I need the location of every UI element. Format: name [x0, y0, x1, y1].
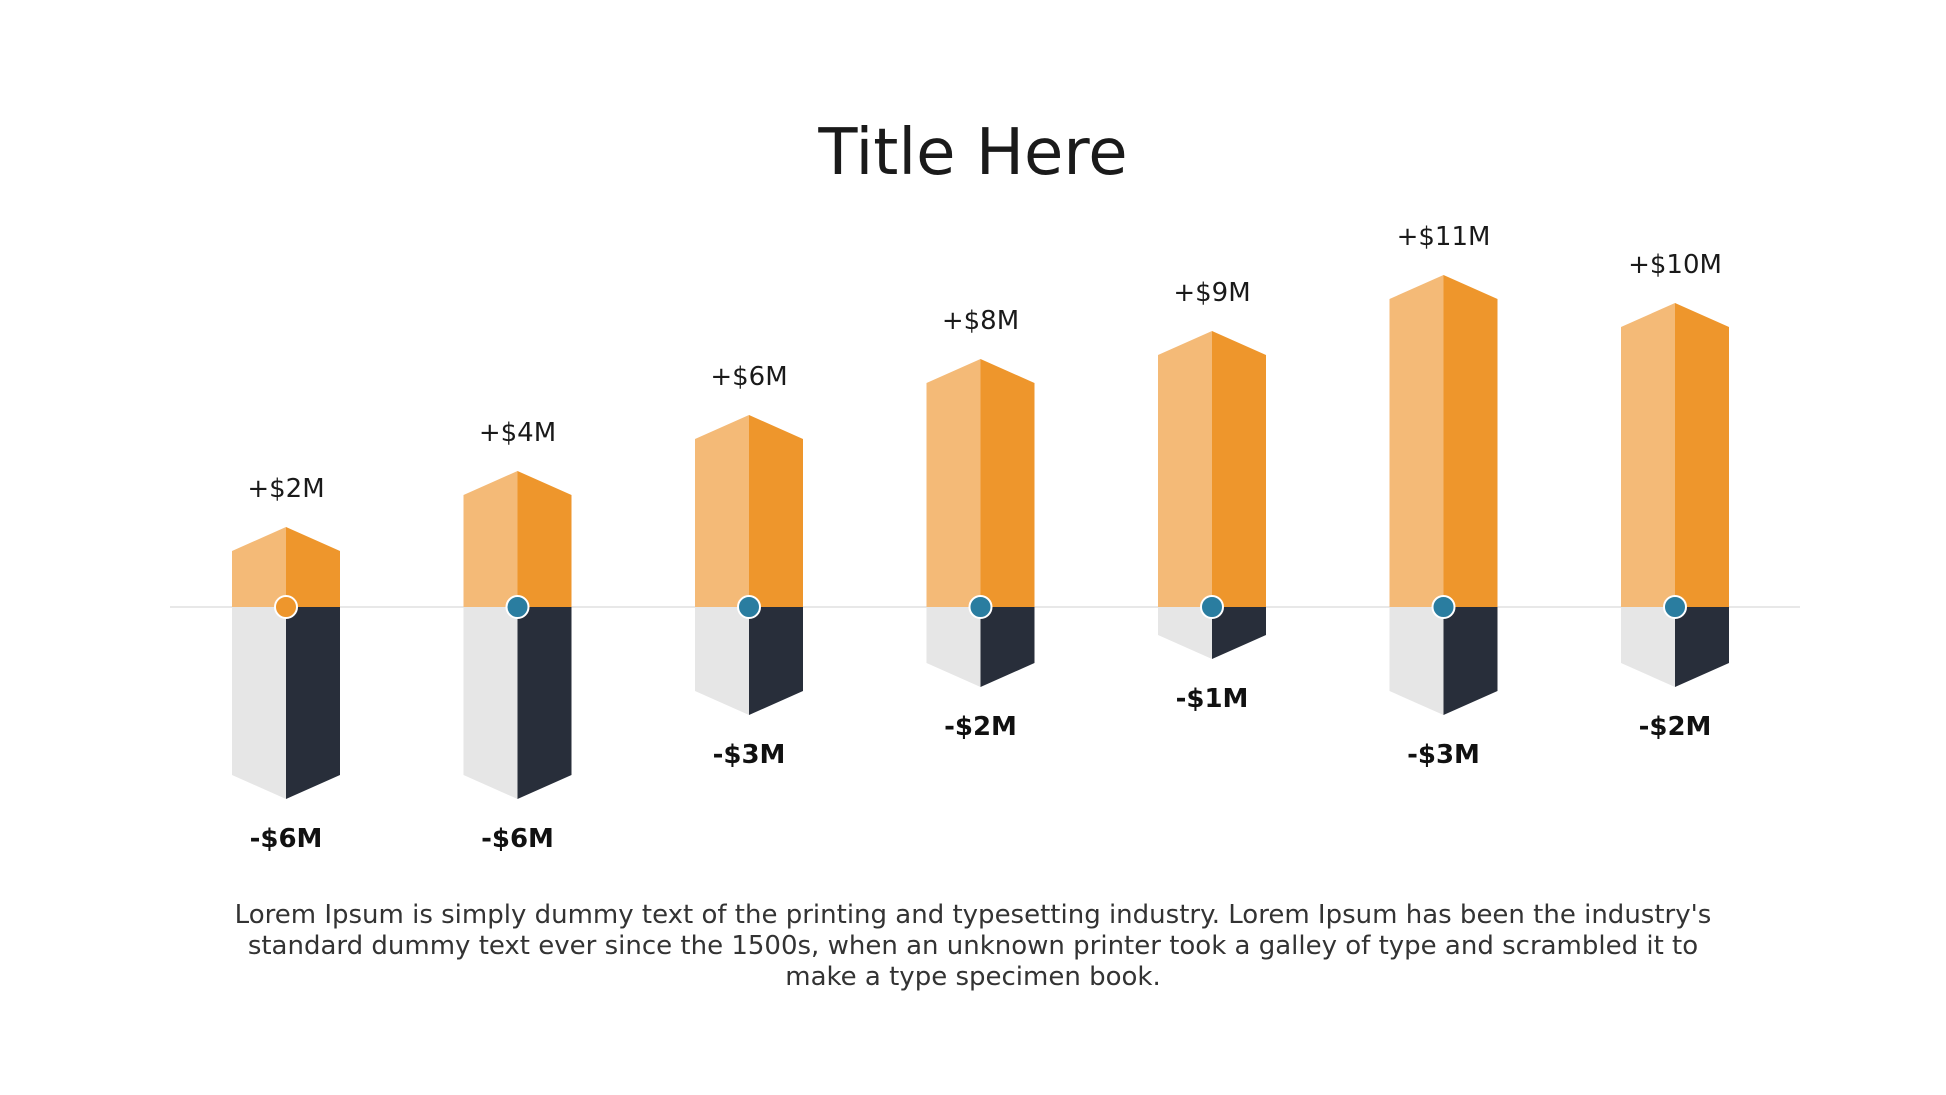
negative-bar-left-face: [695, 607, 749, 715]
bar-group-1: [232, 527, 340, 799]
positive-value-label: +$11M: [1397, 222, 1491, 252]
bar-group-3: [695, 415, 803, 715]
positive-value-label: +$4M: [479, 418, 556, 448]
positive-bar-left-face: [695, 415, 749, 607]
negative-bar-left-face: [1621, 607, 1675, 687]
negative-value-label: -$6M: [250, 824, 323, 854]
positive-bar-left-face: [1158, 331, 1212, 607]
baseline-marker: [1200, 595, 1224, 619]
bar-group-4: [926, 359, 1035, 687]
negative-value-label: -$6M: [481, 824, 554, 854]
negative-value-label: -$2M: [944, 712, 1017, 742]
bars-layer: [232, 275, 1729, 799]
positive-bar-right-face: [1675, 303, 1729, 607]
positive-value-label: +$10M: [1628, 250, 1722, 280]
negative-bar-left-face: [232, 607, 286, 799]
baseline-marker: [505, 595, 530, 619]
baseline-marker: [968, 595, 993, 619]
body-text: Lorem Ipsum is simply dummy text of the …: [234, 900, 1712, 992]
negative-bar-right-face: [1675, 607, 1729, 687]
positive-bar-right-face: [1212, 331, 1266, 607]
negative-bar-right-face: [749, 607, 803, 715]
positive-bar-left-face: [1621, 303, 1675, 607]
labels-layer: +$2M -$6M +$4M -$6M +$6M -$3M +$8M -$2M +$9M -$1M…: [247, 222, 1722, 854]
negative-bar-right-face: [517, 607, 572, 799]
negative-bar-right-face: [286, 607, 340, 799]
negative-bar-left-face: [463, 607, 518, 799]
negative-bar-right-face: [980, 607, 1035, 687]
positive-bar-right-face: [749, 415, 803, 607]
positive-value-label: +$9M: [1173, 278, 1250, 308]
page-title: Title Here: [818, 116, 1128, 190]
positive-bar-left-face: [926, 359, 981, 607]
negative-bar-left-face: [1389, 607, 1444, 715]
negative-value-label: -$1M: [1176, 684, 1249, 714]
baseline-marker: [1663, 595, 1687, 619]
positive-bar-right-face: [286, 527, 340, 607]
positive-value-label: +$6M: [710, 362, 787, 392]
negative-bar-left-face: [1158, 607, 1212, 659]
positive-bar-right-face: [517, 471, 572, 607]
negative-value-label: -$3M: [1407, 740, 1480, 770]
bar-group-5: [1158, 331, 1266, 659]
negative-bar-left-face: [926, 607, 981, 687]
bar-group-2: [463, 471, 572, 799]
negative-value-label: -$3M: [713, 740, 786, 770]
positive-value-label: +$8M: [942, 306, 1019, 336]
baseline-marker: [1431, 595, 1456, 619]
markers-layer: [274, 595, 1687, 619]
positive-bar-left-face: [232, 527, 286, 607]
positive-bar-right-face: [1443, 275, 1498, 607]
bar-group-6: [1389, 275, 1498, 715]
positive-value-label: +$2M: [247, 474, 324, 504]
baseline-marker: [274, 595, 298, 619]
negative-value-label: -$2M: [1639, 712, 1712, 742]
positive-bar-left-face: [463, 471, 518, 607]
baseline-marker: [737, 595, 761, 619]
negative-bar-right-face: [1443, 607, 1498, 715]
positive-bar-right-face: [980, 359, 1035, 607]
negative-bar-right-face: [1212, 607, 1266, 659]
bar-group-7: [1621, 303, 1729, 687]
positive-bar-left-face: [1389, 275, 1444, 607]
